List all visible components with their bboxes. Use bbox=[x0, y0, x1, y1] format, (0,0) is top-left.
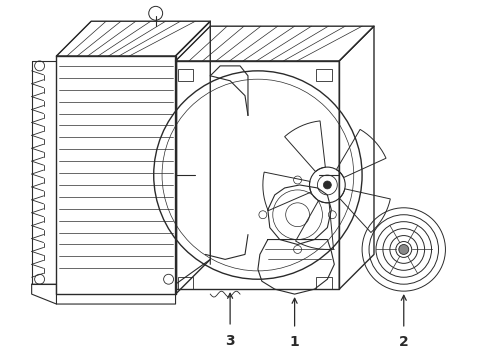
Bar bbox=[317, 69, 332, 81]
Text: 3: 3 bbox=[225, 334, 235, 348]
Bar bbox=[177, 69, 194, 81]
Circle shape bbox=[323, 181, 331, 189]
Circle shape bbox=[399, 244, 409, 255]
Bar bbox=[177, 277, 194, 289]
Bar bbox=[317, 277, 332, 289]
Text: 1: 1 bbox=[290, 335, 299, 349]
Text: 2: 2 bbox=[399, 335, 409, 349]
